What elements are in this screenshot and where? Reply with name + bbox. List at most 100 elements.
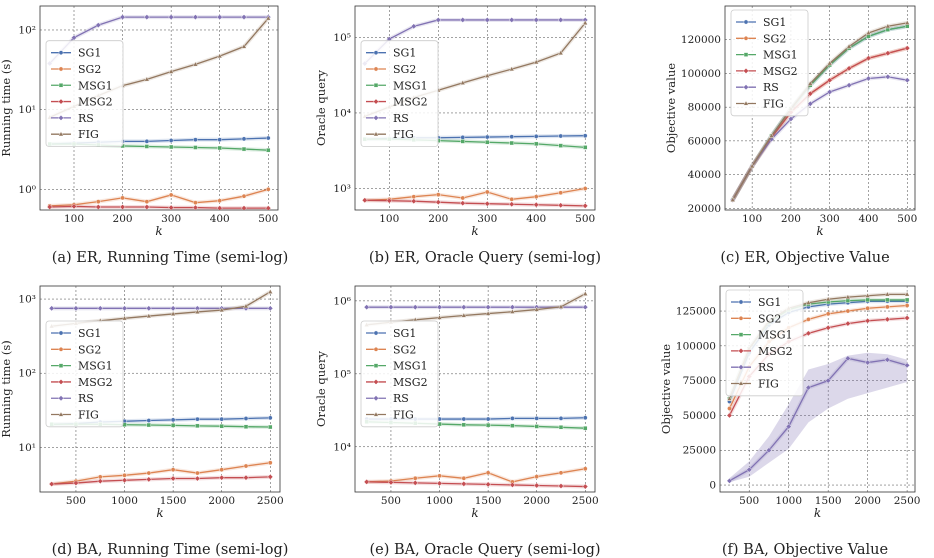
y-axis-label: Running time (s) xyxy=(0,59,13,157)
legend-marker-msg2 xyxy=(738,348,744,354)
x-tick-label: 500 xyxy=(66,495,86,507)
data-point-sg2 xyxy=(412,475,418,481)
data-point-fig xyxy=(265,15,272,21)
data-point-fig xyxy=(509,308,516,314)
data-point-fig xyxy=(768,132,775,138)
y-tick-label: 40000 xyxy=(688,169,721,181)
legend-label-sg1: SG1 xyxy=(78,47,101,60)
data-point-msg2 xyxy=(485,481,491,488)
legend: SG1 SG2 MSG1 MSG2 RS FIG xyxy=(725,289,804,397)
y-tick-label: 80000 xyxy=(688,102,721,114)
series-line-sg2 xyxy=(364,187,586,201)
data-point-sg1 xyxy=(533,134,539,139)
x-tick-label: 2000 xyxy=(854,495,881,507)
legend-marker-msg1 xyxy=(58,83,64,88)
data-point-sg1 xyxy=(582,415,588,421)
legend: SG1 SG2 MSG1 MSG2 RS FIG xyxy=(360,40,439,147)
data-point-msg2 xyxy=(216,205,223,210)
data-point-fig xyxy=(884,291,891,297)
legend-label-msg2: MSG2 xyxy=(78,376,113,389)
series-line-rs xyxy=(49,16,269,64)
x-tick-label: 400 xyxy=(210,213,230,225)
chart-svg-c: 100 200 300 400 500 20000 40000 60000 80000 10000… xyxy=(664,5,917,238)
data-point-msg2 xyxy=(143,204,150,210)
legend-label-sg2: SG2 xyxy=(393,343,416,356)
legend-marker-msg2 xyxy=(58,379,64,385)
data-point-sg2 xyxy=(885,304,890,310)
legend-box xyxy=(730,9,809,117)
legend: SG1 SG2 MSG1 MSG2 RS FIG xyxy=(360,320,439,428)
data-point-msg2 xyxy=(412,480,419,486)
data-point-msg2 xyxy=(71,203,77,210)
data-point-msg2 xyxy=(243,474,249,481)
legend-label-sg2: SG2 xyxy=(763,32,786,45)
y-tick-label: 10³ xyxy=(18,294,36,306)
caption-f: (f) BA, Objective Value xyxy=(721,542,889,558)
data-point-msg2 xyxy=(386,197,393,204)
data-point-msg2 xyxy=(904,315,910,321)
data-point-sg2 xyxy=(122,472,127,478)
legend: SG1 SG2 MSG1 MSG2 RS FIG xyxy=(45,320,124,428)
data-point-rs xyxy=(865,75,872,82)
y-tick-label: 60000 xyxy=(688,135,721,147)
data-point-msg2 xyxy=(508,201,515,208)
data-point-sg2 xyxy=(484,189,490,195)
data-point-rs xyxy=(904,362,910,369)
data-point-rs xyxy=(533,17,540,23)
data-point-msg1 xyxy=(510,423,515,428)
data-point-sg1 xyxy=(484,134,490,140)
data-point-fig xyxy=(582,290,589,296)
chart-panel-a: 100 200 300 400 500 10⁰ 10¹ 10² k Running time (s… xyxy=(0,0,315,270)
x-axis-label: k xyxy=(814,506,821,520)
legend-marker-rs xyxy=(743,84,749,91)
x-axis-label: k xyxy=(816,224,823,238)
data-point-sg2 xyxy=(217,198,223,203)
legend-label-sg1: SG1 xyxy=(78,327,101,340)
caption-e: (e) BA, Oracle Query (semi-log) xyxy=(369,542,601,558)
data-point-sg1 xyxy=(170,417,176,423)
chart-svg-f: 500 1000 1500 2000 2500025000500007500010000… xyxy=(659,285,920,520)
x-tick-label: 300 xyxy=(477,213,497,225)
data-point-msg2 xyxy=(884,316,891,323)
data-point-sg1 xyxy=(241,136,247,142)
data-point-fig xyxy=(805,299,812,305)
legend-label-msg2: MSG2 xyxy=(758,345,793,358)
data-point-msg2 xyxy=(825,324,832,331)
data-point-sg1 xyxy=(243,416,249,421)
legend-marker-fig xyxy=(743,100,749,106)
legend-label-msg1: MSG1 xyxy=(393,79,428,92)
data-point-sg1 xyxy=(193,137,198,142)
data-point-msg2 xyxy=(884,50,891,57)
data-point-msg2 xyxy=(168,204,175,210)
data-point-fig xyxy=(436,314,443,320)
data-point-fig xyxy=(885,23,891,29)
y-tick-label: 10² xyxy=(18,24,36,36)
data-point-msg2 xyxy=(241,205,247,210)
legend-label-rs: RS xyxy=(763,81,779,94)
data-point-msg2 xyxy=(145,476,152,483)
data-point-msg1 xyxy=(485,140,490,145)
legend-label-msg1: MSG1 xyxy=(78,360,113,373)
data-point-sg1 xyxy=(195,416,200,422)
x-tick-label: 500 xyxy=(897,213,917,225)
legend-label-sg1: SG1 xyxy=(393,47,416,60)
data-point-fig xyxy=(533,306,540,312)
legend-label-msg1: MSG1 xyxy=(763,49,798,62)
data-point-msg2 xyxy=(582,202,589,209)
data-point-rs xyxy=(48,305,55,312)
y-tick-label: 10⁵ xyxy=(333,368,351,380)
data-point-sg2 xyxy=(243,463,249,469)
legend-marker-rs xyxy=(373,395,379,402)
x-tick-label: 1000 xyxy=(111,495,138,507)
data-point-msg2 xyxy=(73,480,79,486)
data-point-msg2 xyxy=(119,204,126,210)
data-point-fig xyxy=(484,72,490,78)
data-point-sg2 xyxy=(168,192,174,198)
chart-svg-b: 100 200 300 400 500 10³ 10⁴ 10⁵ k Oracle query SG1… xyxy=(314,5,596,238)
y-tick-label: 10¹ xyxy=(18,442,36,454)
data-point-fig xyxy=(904,19,910,25)
legend-label-rs: RS xyxy=(393,112,409,125)
data-point-rs xyxy=(216,14,223,21)
data-point-fig xyxy=(243,303,249,309)
